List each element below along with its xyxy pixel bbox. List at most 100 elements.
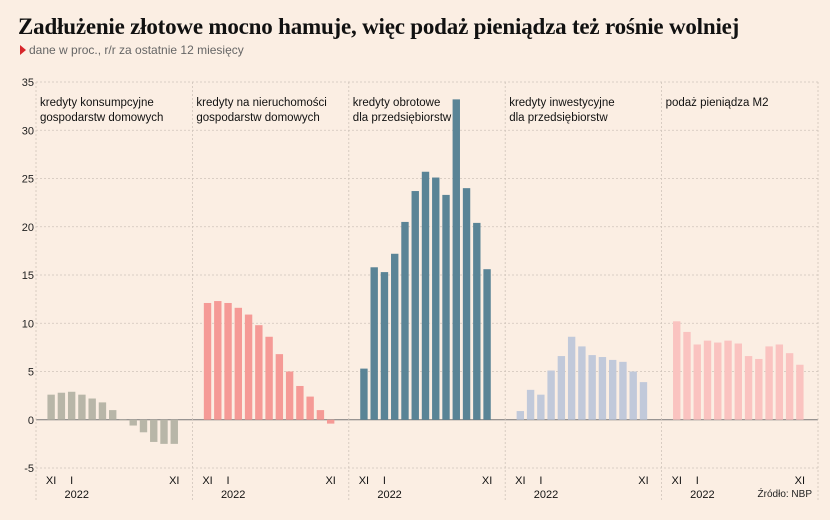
x-tick-label: I [70, 475, 73, 487]
x-tick-label: XI [672, 475, 682, 487]
panel-label: kredyty konsumpcyjne [40, 97, 154, 109]
panel-label: gospodarstw domowych [40, 112, 163, 124]
y-tick-label: 35 [22, 77, 34, 89]
bar [724, 340, 732, 420]
bar [796, 364, 804, 420]
bar [516, 411, 525, 420]
y-tick-label: 30 [22, 125, 34, 137]
x-year-label: 2022 [690, 489, 714, 501]
bar [360, 368, 368, 420]
y-tick-label: 10 [22, 318, 34, 330]
x-tick-label: XI [202, 475, 212, 487]
bar [734, 343, 742, 420]
bar [316, 410, 325, 420]
bar [526, 389, 535, 420]
bar [224, 302, 232, 420]
bar [255, 325, 263, 420]
y-tick-label: 15 [22, 270, 34, 282]
panel-label: kredyty obrotowe [353, 97, 441, 109]
bar [673, 321, 681, 420]
bar [380, 272, 389, 420]
panel-label: gospodarstw domowych [196, 112, 319, 124]
bar [160, 419, 168, 444]
bar [483, 269, 491, 420]
bar [78, 394, 86, 420]
x-tick-label: XI [795, 475, 805, 487]
bar [326, 419, 335, 424]
x-tick-label: I [539, 475, 542, 487]
panel-label: kredyty na nieruchomości [196, 97, 326, 109]
x-tick-label: XI [46, 475, 56, 487]
x-year-label: 2022 [377, 489, 401, 501]
bar [639, 382, 648, 420]
panel-label: dla przedsiębiorstw [353, 112, 452, 124]
y-tick-label: 0 [28, 415, 34, 427]
x-tick-label: XI [515, 475, 525, 487]
bar [578, 346, 586, 420]
bar [547, 370, 555, 420]
bar [588, 355, 596, 420]
bar [306, 396, 314, 420]
bar [608, 359, 617, 420]
x-tick-label: XI [169, 475, 179, 487]
bar [452, 99, 460, 420]
x-tick-label: XI [482, 475, 492, 487]
bar [442, 194, 450, 420]
x-tick-label: XI [638, 475, 648, 487]
bar [401, 221, 409, 420]
x-tick-label: XI [359, 475, 369, 487]
bar [203, 302, 212, 420]
bar [432, 177, 440, 420]
x-year-label: 2022 [65, 489, 89, 501]
bar [683, 331, 691, 420]
bar [296, 385, 304, 420]
bar [275, 354, 284, 420]
bar [714, 342, 722, 420]
bar [265, 336, 273, 420]
bar [139, 419, 148, 433]
panel-label: podaż pieniądza M2 [666, 97, 769, 109]
bar [129, 419, 137, 426]
subtitle-marker-icon [20, 45, 26, 55]
bar [244, 314, 253, 420]
subtitle-text: dane w proc., r/r za ostatnie 12 miesięc… [29, 43, 244, 57]
bar [598, 357, 607, 420]
bar [150, 419, 158, 442]
bar [557, 356, 566, 420]
bar [119, 419, 127, 421]
bar [67, 391, 76, 420]
x-tick-label: XI [325, 475, 335, 487]
x-year-label: 2022 [221, 489, 245, 501]
bar [47, 394, 55, 420]
bar [57, 392, 66, 420]
chart-title: Zadłużenie złotowe mocno hamuje, więc po… [18, 14, 740, 39]
bar [537, 394, 545, 420]
bar [370, 267, 378, 420]
bar [109, 410, 117, 420]
panel-label: kredyty inwestycyjne [509, 97, 614, 109]
panel-label: dla przedsiębiorstw [509, 112, 608, 124]
bar [88, 398, 96, 420]
bar [703, 340, 712, 420]
bar [755, 358, 763, 420]
chart-subtitle: dane w proc., r/r za ostatnie 12 miesięc… [20, 43, 244, 57]
bar [765, 346, 773, 420]
x-tick-label: I [227, 475, 230, 487]
source-note: Źródło: NBP [757, 489, 812, 500]
bar [234, 307, 243, 420]
bar [567, 336, 576, 420]
bar [744, 356, 753, 420]
bar [785, 353, 794, 420]
bar [619, 361, 627, 420]
bar [170, 419, 178, 444]
bar [775, 344, 784, 420]
y-tick-label: 20 [22, 222, 34, 234]
y-tick-label: -5 [24, 463, 34, 475]
bar [629, 371, 637, 420]
y-tick-label: 25 [22, 174, 34, 186]
bar [391, 253, 399, 420]
bar [411, 191, 419, 420]
x-year-label: 2022 [534, 489, 558, 501]
bar [214, 301, 222, 420]
